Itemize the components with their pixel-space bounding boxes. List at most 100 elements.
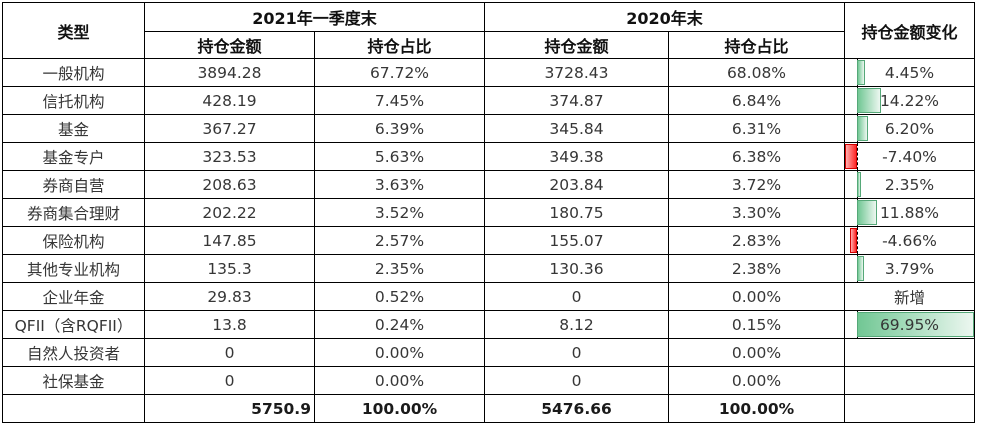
header-change: 持仓金额变化 bbox=[844, 2, 975, 59]
p2-amount-cell: 180.75 bbox=[484, 198, 669, 227]
change-bar-area bbox=[846, 368, 974, 394]
p1-amount-cell: 202.22 bbox=[144, 198, 315, 227]
p2-amount-cell: 0 bbox=[484, 366, 669, 395]
p1-amount-cell: 29.83 bbox=[144, 282, 315, 311]
positive-data-bar bbox=[857, 88, 882, 113]
p2-share-cell: 0.00% bbox=[668, 338, 845, 367]
p1-share-cell: 2.57% bbox=[314, 226, 485, 255]
p2-share-cell: 6.38% bbox=[668, 142, 845, 171]
p2-amount-cell: 3728.43 bbox=[484, 58, 669, 87]
table-row: 基金 367.27 6.39% 345.84 6.31% 6.20% bbox=[2, 114, 975, 143]
change-value-label: -7.40% bbox=[882, 147, 937, 166]
p1-share-cell: 0.00% bbox=[314, 338, 485, 367]
p1-amount-cell: 13.8 bbox=[144, 310, 315, 339]
type-cell: 社保基金 bbox=[2, 366, 145, 395]
change-value-label: 4.45% bbox=[884, 63, 935, 82]
type-cell: 基金 bbox=[2, 114, 145, 143]
p1-amount-cell: 323.53 bbox=[144, 142, 315, 171]
p2-share-cell: 3.72% bbox=[668, 170, 845, 199]
p1-share-cell: 6.39% bbox=[314, 114, 485, 143]
change-cell bbox=[844, 338, 975, 367]
table-row: 券商集合理财 202.22 3.52% 180.75 3.30% 11.88% bbox=[2, 198, 975, 227]
type-cell: 基金专户 bbox=[2, 142, 145, 171]
positive-data-bar bbox=[857, 172, 862, 197]
type-cell: 一般机构 bbox=[2, 58, 145, 87]
change-cell: 2.35% bbox=[844, 170, 975, 199]
change-cell: -7.40% bbox=[844, 142, 975, 171]
change-cell: 3.79% bbox=[844, 254, 975, 283]
p2-amount-cell: 349.38 bbox=[484, 142, 669, 171]
header-period-2021q1: 2021年一季度末 bbox=[144, 2, 485, 32]
positive-data-bar bbox=[857, 60, 865, 85]
table-row: 社保基金 0 0.00% 0 0.00% bbox=[2, 366, 975, 395]
change-cell: 69.95% bbox=[844, 310, 975, 339]
p2-share-cell: 100.00% bbox=[668, 394, 845, 423]
p2-share-cell: 6.84% bbox=[668, 86, 845, 115]
change-value-label: 14.22% bbox=[879, 91, 940, 110]
negative-data-bar bbox=[845, 144, 858, 169]
change-cell: 新增 bbox=[844, 282, 975, 311]
p2-amount-cell: 8.12 bbox=[484, 310, 669, 339]
table-row: 5750.9 100.00% 5476.66 100.00% bbox=[2, 394, 975, 423]
table-row: 基金专户 323.53 5.63% 349.38 6.38% -7.40% bbox=[2, 142, 975, 171]
table-row: 自然人投资者 0 0.00% 0 0.00% bbox=[2, 338, 975, 367]
change-value-label: 69.95% bbox=[879, 315, 940, 334]
p2-amount-cell: 155.07 bbox=[484, 226, 669, 255]
p1-share-cell: 7.45% bbox=[314, 86, 485, 115]
header-p1-amount: 持仓金额 bbox=[144, 31, 315, 59]
change-cell: 4.45% bbox=[844, 58, 975, 87]
bar-zero-axis bbox=[857, 227, 859, 254]
header-period-2020: 2020年末 bbox=[484, 2, 845, 32]
change-bar-area: 6.20% bbox=[846, 115, 974, 142]
change-bar-area: 3.79% bbox=[846, 255, 974, 282]
positive-data-bar bbox=[857, 312, 974, 337]
p1-share-cell: 0.00% bbox=[314, 366, 485, 395]
change-bar-area: -4.66% bbox=[846, 227, 974, 254]
table-row: 信托机构 428.19 7.45% 374.87 6.84% 14.22% bbox=[2, 86, 975, 115]
change-value-label: 2.35% bbox=[884, 175, 935, 194]
change-bar-area: -7.40% bbox=[845, 143, 974, 170]
p1-amount-cell: 135.3 bbox=[144, 254, 315, 283]
p1-amount-cell: 428.19 bbox=[144, 86, 315, 115]
p1-share-cell: 5.63% bbox=[314, 142, 485, 171]
table-row: 保险机构 147.85 2.57% 155.07 2.83% -4.66% bbox=[2, 226, 975, 255]
p1-share-cell: 100.00% bbox=[314, 394, 485, 423]
change-bar-area bbox=[846, 340, 974, 366]
type-cell: 保险机构 bbox=[2, 226, 145, 255]
p1-amount-cell: 0 bbox=[144, 338, 315, 367]
p2-share-cell: 2.38% bbox=[668, 254, 845, 283]
change-value-label: 11.88% bbox=[879, 203, 940, 222]
p2-share-cell: 68.08% bbox=[668, 58, 845, 87]
type-cell: 券商集合理财 bbox=[2, 198, 145, 227]
p2-amount-cell: 0 bbox=[484, 338, 669, 367]
header-p2-share: 持仓占比 bbox=[668, 31, 845, 59]
positive-data-bar bbox=[857, 116, 868, 141]
p1-share-cell: 2.35% bbox=[314, 254, 485, 283]
p1-amount-cell: 208.63 bbox=[144, 170, 315, 199]
p2-amount-cell: 130.36 bbox=[484, 254, 669, 283]
p2-share-cell: 3.30% bbox=[668, 198, 845, 227]
type-cell: 企业年金 bbox=[2, 282, 145, 311]
table-row: 券商自营 208.63 3.63% 203.84 3.72% 2.35% bbox=[2, 170, 975, 199]
change-value-label: 6.20% bbox=[884, 119, 935, 138]
type-cell: QFII（含RQFII） bbox=[2, 310, 145, 339]
negative-data-bar bbox=[849, 228, 858, 253]
change-value-label: -4.66% bbox=[882, 231, 937, 250]
p1-amount-cell: 147.85 bbox=[144, 226, 315, 255]
table-row: QFII（含RQFII） 13.8 0.24% 8.12 0.15% 69.95… bbox=[2, 310, 975, 339]
change-bar-area: 2.35% bbox=[846, 171, 974, 198]
p1-amount-cell: 5750.9 bbox=[144, 394, 315, 423]
p2-share-cell: 0.00% bbox=[668, 366, 845, 395]
change-bar-area bbox=[846, 396, 974, 422]
change-cell: 11.88% bbox=[844, 198, 975, 227]
header-type: 类型 bbox=[2, 2, 145, 59]
bar-zero-axis bbox=[857, 143, 859, 170]
change-bar-area: 4.45% bbox=[846, 59, 974, 86]
change-bar-area: 新增 bbox=[846, 284, 974, 310]
change-cell: -4.66% bbox=[844, 226, 975, 255]
change-value-label: 新增 bbox=[893, 288, 925, 307]
change-bar-area: 14.22% bbox=[846, 87, 974, 114]
table-row: 一般机构 3894.28 67.72% 3728.43 68.08% 4.45% bbox=[2, 58, 975, 87]
table-row: 其他专业机构 135.3 2.35% 130.36 2.38% 3.79% bbox=[2, 254, 975, 283]
